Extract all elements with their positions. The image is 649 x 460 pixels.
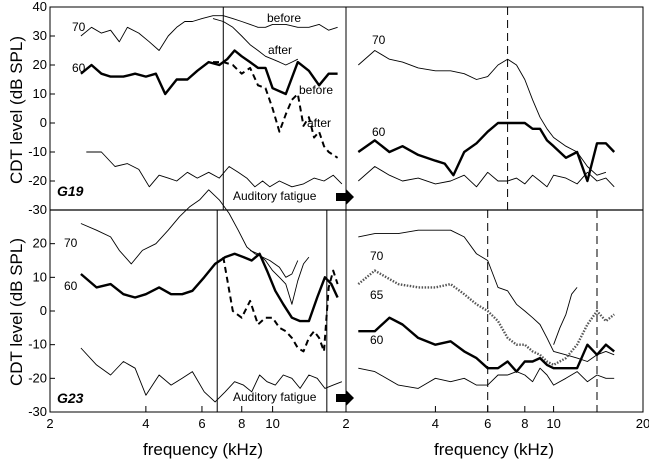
series-label-G19-fatigue-3: after xyxy=(268,43,292,57)
badge-g19: G19 xyxy=(57,183,84,199)
y-tick-label-G19-1: 30 xyxy=(33,28,47,43)
annotation-fatigue-bottom: Auditory fatigue xyxy=(233,390,317,404)
series-G23-fatigue-4 xyxy=(80,347,343,403)
y-tick-label-G19-4: 0 xyxy=(40,115,47,130)
x-tick-label-right-5: 20 xyxy=(636,416,649,431)
series-G19-fatigue-3 xyxy=(213,61,339,159)
x-tick-label-right-1: 4 xyxy=(432,416,439,431)
y-tick-label-G19-5: -10 xyxy=(28,144,47,159)
series-label-G19-fatigue-0: 70 xyxy=(72,20,86,34)
badge-g23: G23 xyxy=(57,390,84,406)
series-label-G19-fatigue-1: 60 xyxy=(72,61,86,75)
plot-layer: 7060beforeafterbeforeafter70607060706560… xyxy=(28,0,649,431)
x-tick-label-right-0: 2 xyxy=(342,416,349,431)
x-tick-label-left-4: 10 xyxy=(265,416,279,431)
panel-G23-ischemia: 70 65 60 xyxy=(357,210,615,412)
y-tick-label-G23-3: 0 xyxy=(40,303,47,318)
y-tick-label-G23-5: -20 xyxy=(28,370,47,385)
series-G23-fatigue-2 xyxy=(80,252,339,323)
x-axis-right: 2 4 6 8 10 20 xyxy=(342,406,649,431)
x-tick-label-right-3: 8 xyxy=(521,416,528,431)
xlabel-right: frequency (kHz) xyxy=(434,440,554,459)
y-tick-label-G23-0: -30 xyxy=(28,202,47,217)
series-G19-fatigue-4 xyxy=(86,151,343,188)
series-label-G23-ischemia-1: 65 xyxy=(370,288,384,302)
y-tick-label-G19-3: 10 xyxy=(33,86,47,101)
panel-G19-fatigue: 70 60 before after before after xyxy=(72,7,343,210)
series-G19-fatigue-2 xyxy=(80,49,338,96)
series-G23-ischemia-1 xyxy=(357,269,615,367)
series-label-G19-fatigue-5: after xyxy=(307,116,331,130)
series-label-G23-ischemia-0: 70 xyxy=(370,249,384,263)
series-label-G23-ischemia-2: 60 xyxy=(370,333,384,347)
series-label-G19-fatigue-2: before xyxy=(267,11,301,25)
series-G23-ischemia-3 xyxy=(358,316,615,373)
series-label-G19-ischemia-1: 60 xyxy=(372,125,386,139)
ylabel-bottom: CDT level (dB SPL) xyxy=(7,238,26,386)
x-tick-label-left-1: 4 xyxy=(142,416,149,431)
x-tick-label-left-2: 6 xyxy=(198,416,205,431)
series-G19-ischemia-0 xyxy=(358,50,607,176)
series-label-G23-fatigue-0: 70 xyxy=(64,236,78,250)
x-tick-label-right-2: 6 xyxy=(484,416,491,431)
x-axis-left: 2 4 6 8 10 xyxy=(46,406,280,431)
y-tick-label-G19-0: 40 xyxy=(33,0,47,14)
series-G23-fatigue-0 xyxy=(80,189,299,278)
series-label-G19-ischemia-0: 70 xyxy=(372,33,386,47)
series-label-G23-fatigue-1: 60 xyxy=(64,279,78,293)
series-G19-ischemia-1 xyxy=(357,121,616,183)
annotation-fatigue-top: Auditory fatigue xyxy=(233,189,317,203)
x-tick-label-left-0: 2 xyxy=(46,416,53,431)
ylabel-top: CDT level (dB SPL) xyxy=(7,36,26,184)
series-G19-fatigue-0 xyxy=(80,15,338,51)
series-G23-ischemia-4 xyxy=(358,367,615,389)
y-axis-G19: 40 30 20 10 0 -10 -20 xyxy=(28,0,55,188)
y-tick-label-G19-6: -20 xyxy=(28,173,47,188)
x-tick-label-left-3: 8 xyxy=(238,416,245,431)
series-G23-ischemia-2 xyxy=(553,287,578,345)
y-tick-label-G19-2: 20 xyxy=(33,57,47,72)
series-G19-fatigue-1 xyxy=(212,18,298,66)
y-tick-label-G23-4: -10 xyxy=(28,337,47,352)
y-tick-label-G23-6: -30 xyxy=(28,404,47,419)
series-G23-fatigue-3 xyxy=(222,256,339,353)
panel-G19-ischemia: 70 60 xyxy=(357,7,616,210)
arrow-icon-bottom xyxy=(336,390,354,406)
x-tick-label-right-4: 10 xyxy=(546,416,560,431)
series-G23-ischemia-0 xyxy=(358,229,615,362)
arrow-icon-top xyxy=(336,189,354,205)
series-G19-ischemia-2 xyxy=(358,166,615,188)
series-label-G19-fatigue-4: before xyxy=(299,83,333,97)
y-tick-label-G23-2: 10 xyxy=(33,269,47,284)
y-tick-label-G23-1: 20 xyxy=(33,236,47,251)
y-axis-G23: -30 20 10 0 -10 -20 -30 xyxy=(28,202,55,419)
panel-G23-fatigue: 70 60 xyxy=(64,189,343,412)
xlabel-left: frequency (kHz) xyxy=(143,440,263,459)
